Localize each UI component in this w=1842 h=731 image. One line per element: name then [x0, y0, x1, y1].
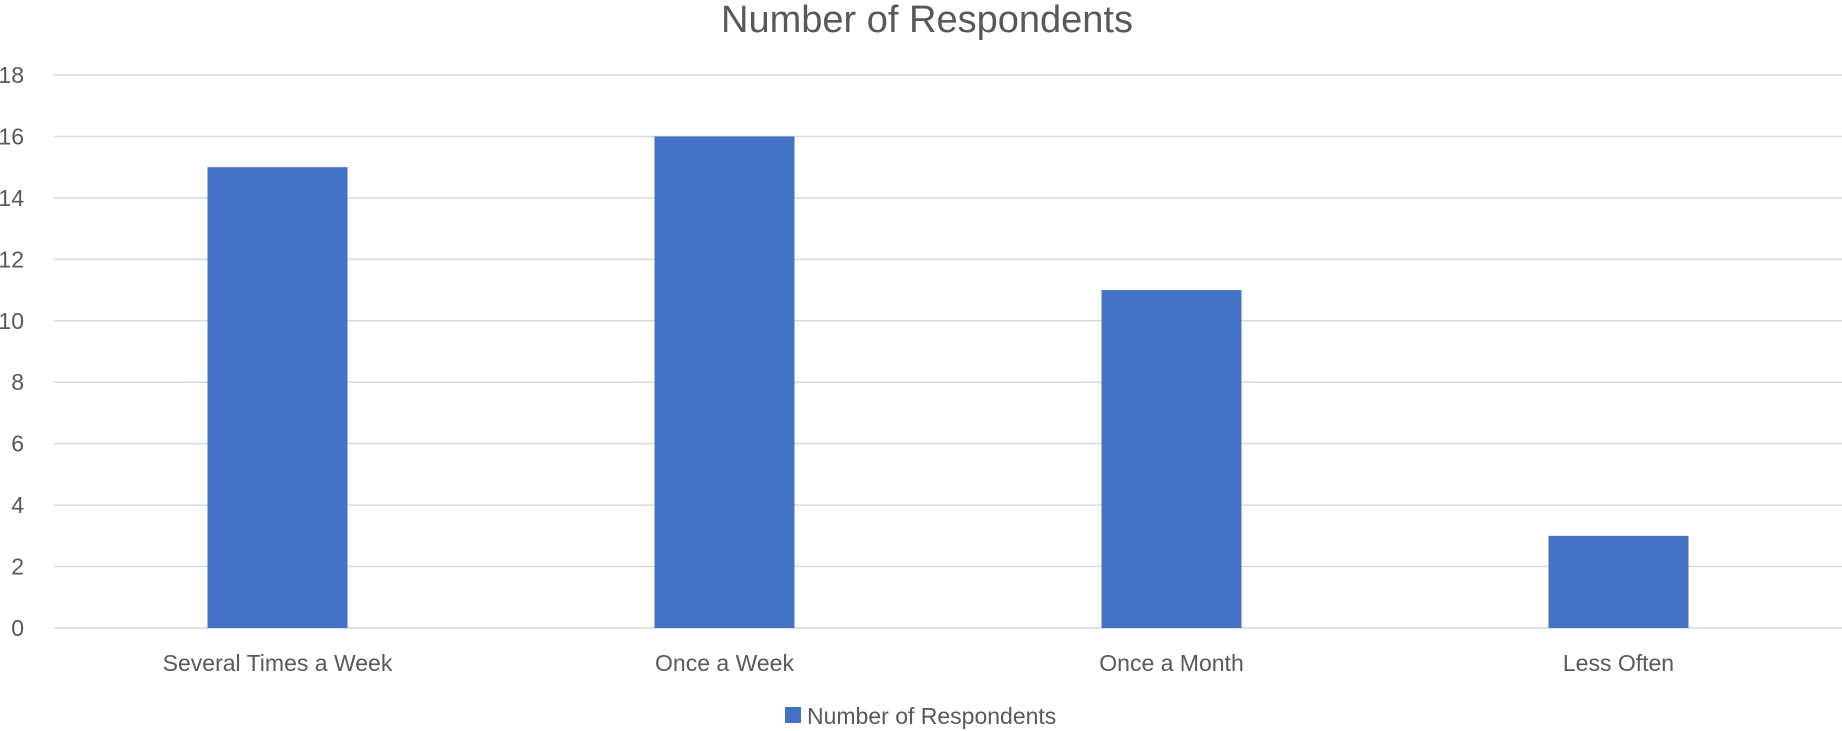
x-tick-label: Once a Month: [1099, 650, 1243, 676]
y-tick-label: 14: [0, 185, 24, 211]
y-tick-label: 8: [11, 369, 24, 395]
x-tick-label: Less Often: [1563, 650, 1674, 676]
x-axis-tick-labels: Several Times a Week Once a Week Once a Mo…: [163, 650, 1674, 676]
y-tick-label: 12: [0, 246, 24, 272]
legend-swatch: [785, 707, 801, 723]
legend: Number of Respondents: [785, 703, 1056, 729]
bar: [1101, 290, 1242, 628]
gridlines: [54, 74, 1842, 629]
bar: [207, 167, 348, 628]
y-tick-label: 18: [0, 62, 24, 88]
legend-label: Number of Respondents: [807, 703, 1056, 729]
y-tick-label: 6: [11, 431, 24, 457]
y-tick-label: 2: [11, 554, 24, 580]
y-axis-tick-labels: 0 2 4 6 8 10 12 14 16 18: [0, 62, 24, 641]
chart-title: Number of Respondents: [721, 0, 1133, 41]
bar: [654, 136, 795, 628]
x-tick-label: Several Times a Week: [163, 650, 393, 676]
y-tick-label: 0: [11, 615, 24, 641]
y-tick-label: 4: [11, 492, 24, 518]
y-tick-label: 16: [0, 123, 24, 149]
bar: [1548, 535, 1689, 628]
x-tick-label: Once a Week: [655, 650, 794, 676]
y-tick-label: 10: [0, 308, 24, 334]
bars: [207, 136, 1689, 628]
